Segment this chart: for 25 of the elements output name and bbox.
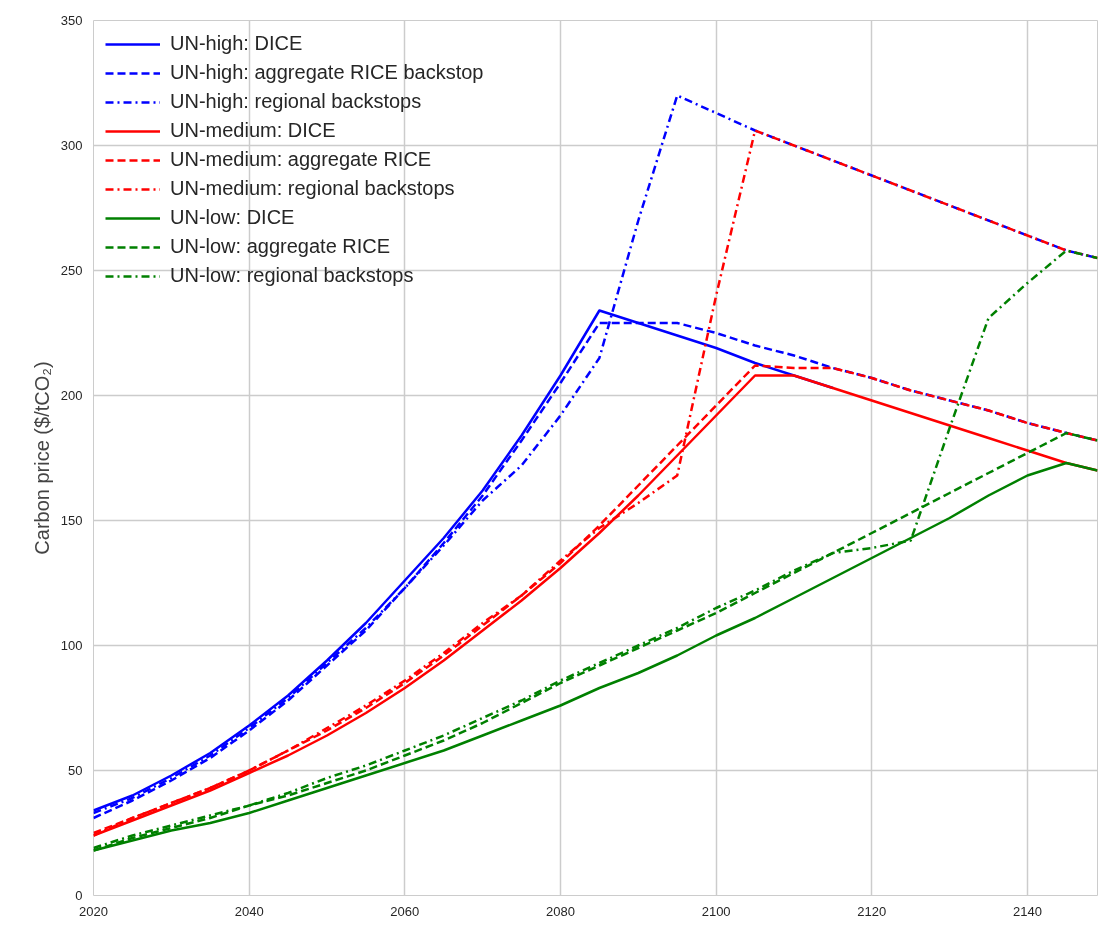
y-tick-label: 0 [75,888,83,903]
y-tick-label: 250 [60,263,83,278]
y-axis-title: Carbon price ($/tCO₂) [30,361,53,555]
y-tick-label: 300 [60,138,83,153]
x-tick-label: 2140 [1012,903,1042,919]
legend-label: UN-high: regional backstops [170,90,422,113]
y-tick-label: 150 [60,513,83,528]
legend-label: UN-medium: aggregate RICE [170,148,432,171]
legend-label: UN-low: aggregate RICE [170,235,391,258]
x-tick-label: 2040 [234,903,264,919]
legend-label: UN-medium: regional backstops [170,177,455,200]
y-tick-label: 100 [60,638,83,653]
x-tick-label: 2080 [546,903,575,919]
legend-label: UN-medium: DICE [170,119,336,142]
legend-label: UN-low: DICE [170,206,295,229]
x-tick-label: 2020 [79,903,108,919]
y-tick-label: 350 [60,13,83,28]
x-tick-label: 2120 [857,903,887,919]
legend-label: UN-high: aggregate RICE backstop [170,61,484,84]
legend-label: UN-low: regional backstops [170,264,414,287]
legend-label: UN-high: DICE [170,32,303,55]
x-tick-label: 2100 [701,903,731,919]
x-tick-label: 2060 [390,903,420,919]
y-tick-label: 200 [60,388,83,403]
y-tick-label: 50 [68,763,83,778]
